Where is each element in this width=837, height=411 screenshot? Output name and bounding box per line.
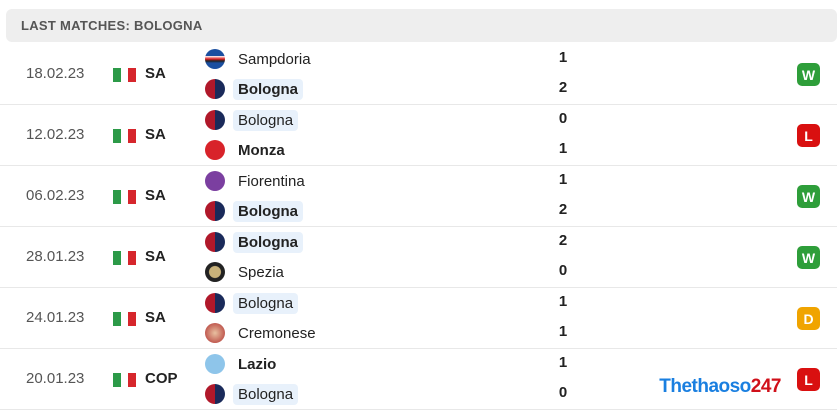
fiorentina-crest-icon (205, 171, 225, 191)
bologna-crest-icon (205, 110, 225, 130)
cremonese-crest-icon (205, 323, 225, 343)
watermark-suffix: 247 (750, 376, 782, 397)
result-badge: D (797, 307, 820, 330)
team-name: Bologna (233, 200, 303, 222)
score-home: 0 (558, 110, 568, 127)
competition: COP (145, 370, 178, 387)
team-name: Fiorentina (238, 172, 305, 190)
team-home: Bologna (205, 291, 299, 315)
team-name: Bologna (233, 109, 299, 131)
match-date: 24.01.23 (26, 309, 85, 326)
team-name: Monza (238, 141, 285, 159)
result-badge: W (797, 63, 820, 86)
bologna-crest-icon (205, 232, 225, 252)
score-away: 2 (558, 201, 568, 218)
sampdoria-crest-icon (205, 49, 225, 69)
score-home: 1 (558, 354, 568, 371)
team-away: Spezia (205, 260, 289, 284)
score-away: 0 (558, 262, 568, 279)
score-away: 0 (558, 384, 568, 401)
bologna-crest-icon (205, 79, 225, 99)
competition: SA (145, 248, 166, 265)
italy-flag-icon (113, 129, 137, 143)
result-badge: W (797, 185, 820, 208)
match-row[interactable]: 12.02.23 SA Bologna 0 Monza 1 L (0, 105, 837, 166)
competition: SA (145, 126, 166, 143)
bologna-crest-icon (205, 201, 225, 221)
result-badge: L (797, 124, 820, 147)
bologna-crest-icon (205, 293, 225, 313)
team-away: Bologna (205, 77, 303, 101)
match-date: 20.01.23 (26, 370, 85, 387)
team-home: Fiorentina (205, 169, 310, 193)
watermark-text: Thethaoso (659, 376, 751, 397)
italy-flag-icon (113, 373, 137, 387)
score-home: 2 (558, 232, 568, 249)
result-badge: W (797, 246, 820, 269)
italy-flag-icon (113, 312, 137, 326)
team-name: Sampdoria (238, 50, 311, 68)
italy-flag-icon (113, 251, 137, 265)
competition: SA (145, 187, 166, 204)
match-row[interactable]: 18.02.23 SA Sampdoria 1 Bologna 2 W (0, 44, 837, 105)
team-home: Lazio (205, 352, 281, 376)
team-away: Bologna (205, 199, 303, 223)
section-header: LAST MATCHES: BOLOGNA (6, 9, 837, 42)
team-name: Spezia (238, 263, 284, 281)
match-row[interactable]: 28.01.23 SA Bologna 2 Spezia 0 W (0, 227, 837, 288)
match-row[interactable]: 24.01.23 SA Bologna 1 Cremonese 1 D (0, 288, 837, 349)
lazio-crest-icon (205, 354, 225, 374)
italy-flag-icon (113, 190, 137, 204)
score-away: 1 (558, 140, 568, 157)
watermark: Thethaoso247 (659, 376, 781, 398)
score-home: 1 (558, 293, 568, 310)
team-away: Bologna (205, 382, 299, 406)
score-home: 1 (558, 171, 568, 188)
section-title: LAST MATCHES: BOLOGNA (21, 18, 203, 33)
score-home: 1 (558, 49, 568, 66)
spezia-crest-icon (205, 262, 225, 282)
monza-crest-icon (205, 140, 225, 160)
team-away: Monza (205, 138, 290, 162)
match-row[interactable]: 20.01.23 COP Lazio 1 Bologna 0 L (0, 349, 837, 410)
team-home: Bologna (205, 108, 299, 132)
team-name: Lazio (238, 355, 277, 373)
match-row[interactable]: 06.02.23 SA Fiorentina 1 Bologna 2 W (0, 166, 837, 227)
team-name: Bologna (233, 292, 299, 314)
competition: SA (145, 65, 166, 82)
team-name: Bologna (233, 231, 303, 253)
result-badge: L (797, 368, 820, 391)
competition: SA (145, 309, 166, 326)
team-name: Bologna (233, 383, 299, 405)
bologna-crest-icon (205, 384, 225, 404)
team-home: Sampdoria (205, 47, 316, 71)
team-name: Bologna (233, 78, 303, 100)
score-away: 2 (558, 79, 568, 96)
team-away: Cremonese (205, 321, 321, 345)
team-name: Cremonese (238, 324, 316, 342)
team-home: Bologna (205, 230, 303, 254)
score-away: 1 (558, 323, 568, 340)
match-date: 12.02.23 (26, 126, 85, 143)
italy-flag-icon (113, 68, 137, 82)
match-date: 06.02.23 (26, 187, 85, 204)
match-date: 28.01.23 (26, 248, 85, 265)
match-date: 18.02.23 (26, 65, 85, 82)
